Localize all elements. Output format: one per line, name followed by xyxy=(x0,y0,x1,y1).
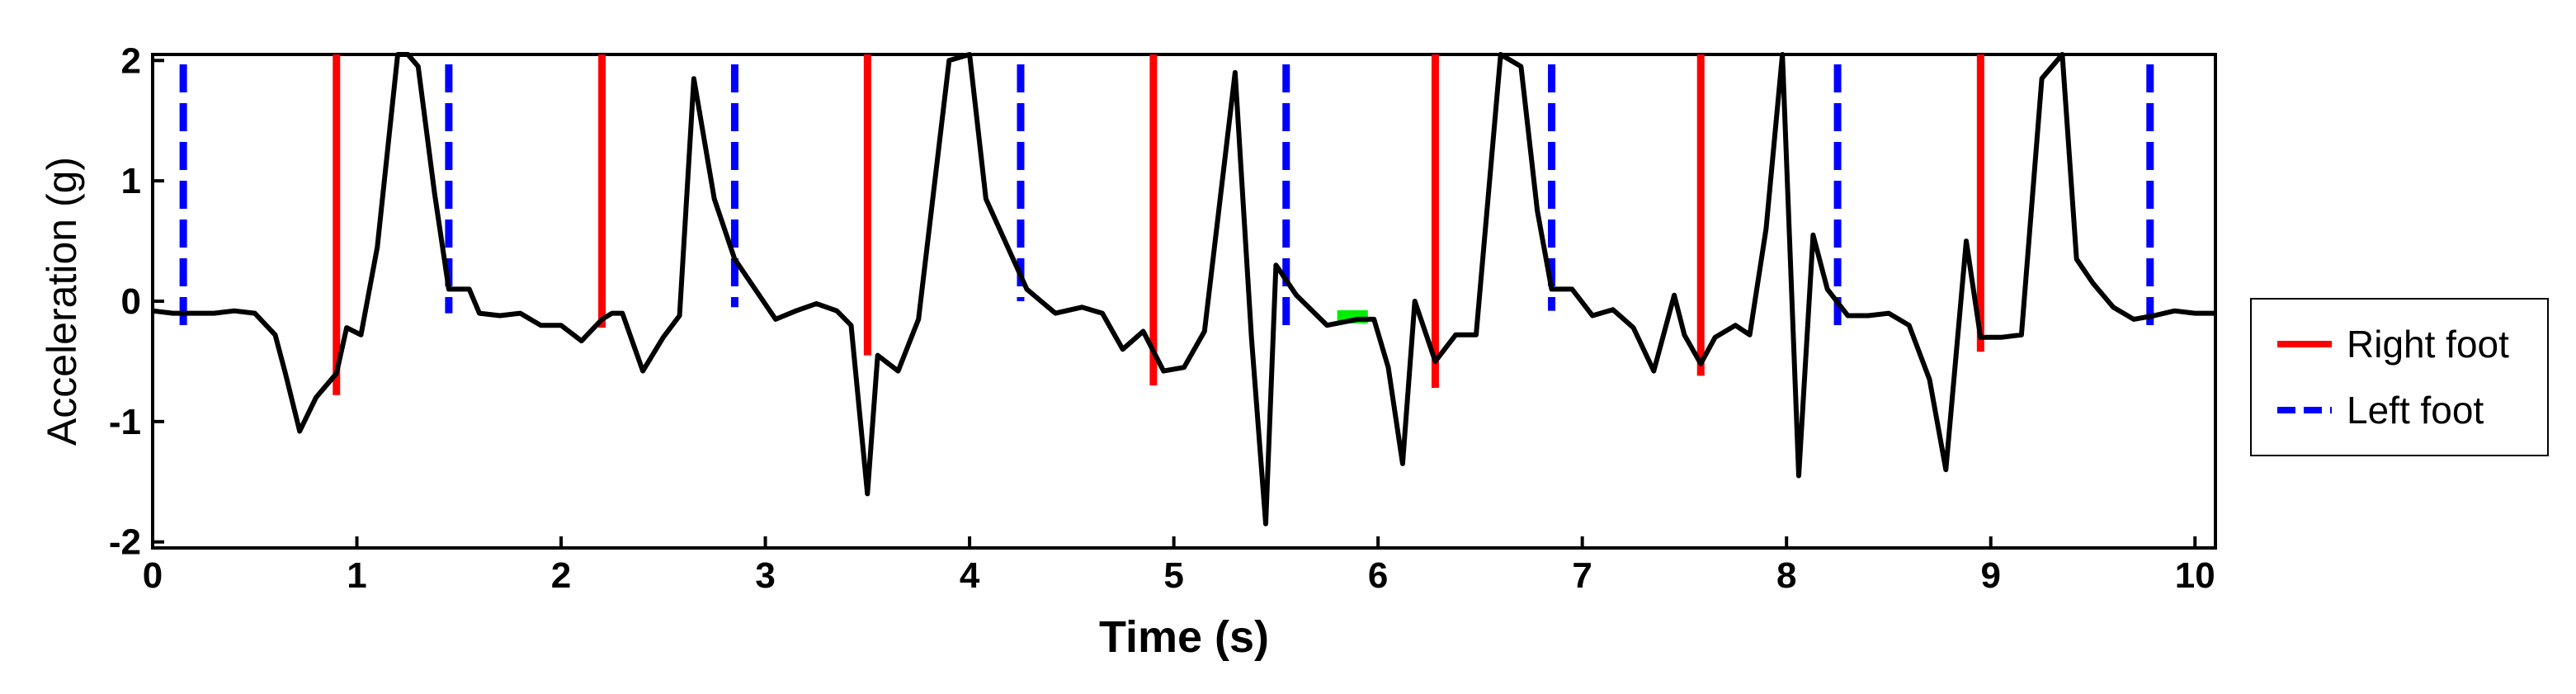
x-tick-label: 2 xyxy=(551,555,571,596)
x-tick-label: 7 xyxy=(1572,555,1592,596)
foot-events-layer xyxy=(179,54,2154,395)
y-tick-label: 2 xyxy=(121,40,141,81)
x-tick-label: 8 xyxy=(1776,555,1796,596)
axes-layer: 0 1 2 3 4 5 6 7 8 9 10 -2 -1 0 1 2 xyxy=(109,40,2215,596)
legend-label-right-foot: Right foot xyxy=(2347,323,2509,366)
x-tick-label: 4 xyxy=(960,555,980,596)
y-tick-label: 1 xyxy=(121,161,141,201)
x-axis-title: Time (s) xyxy=(1099,612,1269,662)
acceleration-series-line xyxy=(152,52,2215,526)
y-tick-label: -1 xyxy=(109,402,141,442)
legend-box xyxy=(2250,298,2549,456)
y-tick-label: 0 xyxy=(121,281,141,322)
x-tick-label: 10 xyxy=(2175,555,2215,596)
plot-area xyxy=(151,53,2217,550)
x-tick-label: 3 xyxy=(755,555,775,596)
x-tick-label: 6 xyxy=(1368,555,1388,596)
x-tick-label: 9 xyxy=(1980,555,2000,596)
x-tick-label: 1 xyxy=(347,555,366,596)
x-tick-label: 0 xyxy=(143,555,163,596)
y-tick-label: -2 xyxy=(109,522,141,563)
x-tick-label: 5 xyxy=(1163,555,1183,596)
y-axis-title: Acceleration (g) xyxy=(39,157,85,446)
legend-label-left-foot: Left foot xyxy=(2347,389,2484,432)
signal-layer xyxy=(152,52,2215,526)
plot-frame xyxy=(151,53,2217,550)
legend: Right foot Left foot xyxy=(2250,298,2549,456)
